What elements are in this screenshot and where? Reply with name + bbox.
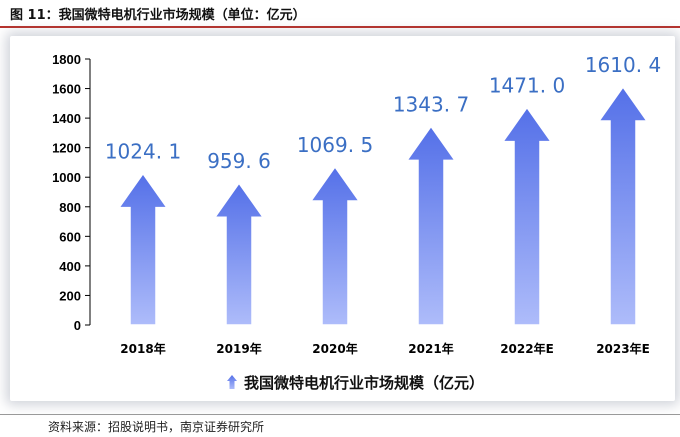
y-axis: 0 200 400 600 800 1000 1200 1400 1600 1800 bbox=[52, 52, 91, 333]
y-tick-label: 400 bbox=[59, 259, 81, 274]
x-category-label: 2020年 bbox=[312, 341, 357, 356]
legend: 我国微特电机行业市场规模（亿元） bbox=[227, 374, 484, 392]
data-label: 1610. 4 bbox=[585, 53, 661, 77]
arrow-bar bbox=[117, 172, 169, 326]
y-tick-label: 0 bbox=[74, 318, 81, 333]
arrow-bar bbox=[405, 125, 457, 326]
figure-footer: 资料来源：招股说明书，南京证券研究所 bbox=[0, 414, 680, 437]
figure-title: 图 11：我国微特电机行业市场规模（单位：亿元） bbox=[10, 8, 306, 23]
source-note: 资料来源：招股说明书，南京证券研究所 bbox=[48, 420, 265, 434]
y-tick-label: 600 bbox=[59, 229, 81, 244]
legend-label: 我国微特电机行业市场规模（亿元） bbox=[244, 374, 484, 392]
y-tick-label: 1200 bbox=[52, 141, 81, 156]
data-label: 959. 6 bbox=[207, 149, 271, 173]
x-category-label: 2023年E bbox=[596, 341, 650, 356]
y-tick-label: 800 bbox=[59, 200, 81, 215]
arrow-bar bbox=[309, 165, 361, 326]
y-tick-label: 1000 bbox=[52, 170, 81, 185]
legend-arrow-icon bbox=[227, 375, 237, 389]
x-category-label: 2021年 bbox=[408, 341, 453, 356]
y-tick-label: 1800 bbox=[52, 52, 81, 67]
arrow-bar bbox=[597, 85, 649, 326]
x-axis: 2018年 2019年 2020年 2021年 2022年E 2023年E bbox=[120, 341, 650, 356]
data-label: 1343. 7 bbox=[393, 92, 469, 116]
y-tick-label: 1600 bbox=[52, 82, 81, 97]
arrow-bar bbox=[213, 181, 265, 326]
arrow-bars bbox=[117, 85, 649, 326]
data-label: 1024. 1 bbox=[105, 140, 181, 164]
data-labels: 1024. 1 959. 6 1069. 5 1343. 7 1471. 0 1610. … bbox=[105, 53, 661, 173]
y-tick-label: 200 bbox=[59, 288, 81, 303]
chart: 0 200 400 600 800 1000 1200 1400 1600 1800 1024. … bbox=[52, 52, 661, 392]
x-category-label: 2022年E bbox=[500, 341, 554, 356]
arrow-bar bbox=[501, 106, 553, 326]
y-tick-label: 1400 bbox=[52, 111, 81, 126]
data-label: 1471. 0 bbox=[489, 74, 565, 98]
chart-panel: 0 200 400 600 800 1000 1200 1400 1600 1800 1024. … bbox=[10, 36, 675, 401]
figure-header: 图 11：我国微特电机行业市场规模（单位：亿元） bbox=[0, 0, 680, 28]
data-label: 1069. 5 bbox=[297, 133, 373, 157]
x-category-label: 2018年 bbox=[120, 341, 165, 356]
x-category-label: 2019年 bbox=[216, 341, 261, 356]
